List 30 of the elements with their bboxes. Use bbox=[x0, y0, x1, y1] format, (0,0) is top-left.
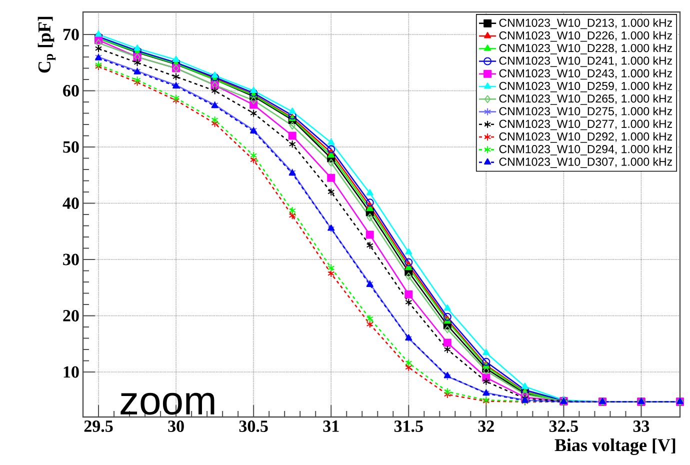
legend-label: CNM1023_W10_D277, 1.000 kHz bbox=[499, 119, 672, 130]
legend-label: CNM1023_W10_D292, 1.000 kHz bbox=[499, 132, 672, 143]
y-axis-title: C$_{p}$ [pF] bbox=[38, 16, 56, 73]
x-tick-label: 30 bbox=[168, 420, 184, 432]
legend-label: CNM1023_W10_D259, 1.000 kHz bbox=[499, 82, 672, 92]
y-tick-label: 60 bbox=[63, 85, 79, 96]
legend-label: CNM1023_W10_D275, 1.000 kHz bbox=[499, 106, 672, 118]
x-tick-label: 31.5 bbox=[394, 420, 423, 432]
x-axis-title: Bias voltage [V] bbox=[554, 438, 676, 455]
legend-label: CNM1023_W10_D226, 1.000 kHz bbox=[499, 31, 672, 42]
x-tick-label: 29.5 bbox=[84, 420, 113, 432]
y-tick-label: 40 bbox=[62, 198, 79, 209]
annotation: zoom bbox=[120, 392, 214, 415]
x-tick-label: 31 bbox=[323, 420, 339, 432]
x-tick-label: 32 bbox=[478, 420, 494, 432]
legend-label: CNM1023_W10_D307, 1.000 kHz bbox=[499, 157, 672, 168]
x-tick-label: 30.5 bbox=[239, 420, 268, 432]
legend-label: CNM1023_W10_D265, 1.000 kHz bbox=[499, 94, 672, 105]
legend-label: CNM1023_W10_D228, 1.000 kHz bbox=[499, 44, 672, 54]
y-tick-label: 50 bbox=[63, 141, 79, 153]
y-tick-label: 10 bbox=[64, 366, 79, 378]
x-tick-label: 33 bbox=[633, 420, 650, 432]
legend-label: CNM1023_W10_D213, 1.000 kHz bbox=[499, 18, 672, 30]
legend-label: CNM1023_W10_D294, 1.000 kHz bbox=[499, 144, 672, 156]
x-tick-label: 32.5 bbox=[549, 420, 578, 432]
legend-label: CNM1023_W10_D241, 1.000 kHz bbox=[499, 56, 672, 67]
y-tick-label: 20 bbox=[63, 310, 79, 322]
y-tick-label: 70 bbox=[63, 28, 79, 40]
legend-label: CNM1023_W10_D243, 1.000 kHz bbox=[499, 68, 672, 80]
y-tick-label: 30 bbox=[63, 254, 79, 266]
